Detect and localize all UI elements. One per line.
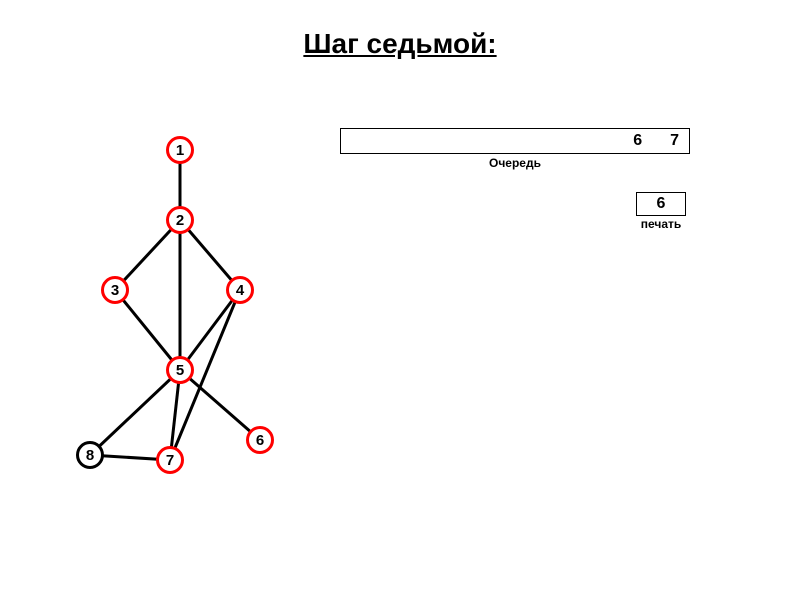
queue-label: Очередь — [340, 156, 690, 170]
queue-area: 67 Очередь — [340, 128, 690, 170]
graph-node-8: 8 — [76, 441, 104, 469]
graph-node-3: 3 — [101, 276, 129, 304]
graph-node-6: 6 — [246, 426, 274, 454]
page-title: Шаг седьмой: — [0, 28, 800, 60]
print-label: печать — [636, 217, 686, 231]
graph-node-5: 5 — [166, 356, 194, 384]
graph-node-4: 4 — [226, 276, 254, 304]
queue-item: 6 — [633, 132, 642, 150]
print-box: 6 — [636, 192, 686, 216]
graph-node-7: 7 — [156, 446, 184, 474]
graph-diagram: 1 2 3 4 5 6 7 8 — [50, 120, 310, 520]
print-area: 6 печать — [636, 192, 686, 231]
graph-node-1: 1 — [166, 136, 194, 164]
queue-box: 67 — [340, 128, 690, 154]
graph-node-2: 2 — [166, 206, 194, 234]
queue-item: 7 — [670, 132, 679, 150]
